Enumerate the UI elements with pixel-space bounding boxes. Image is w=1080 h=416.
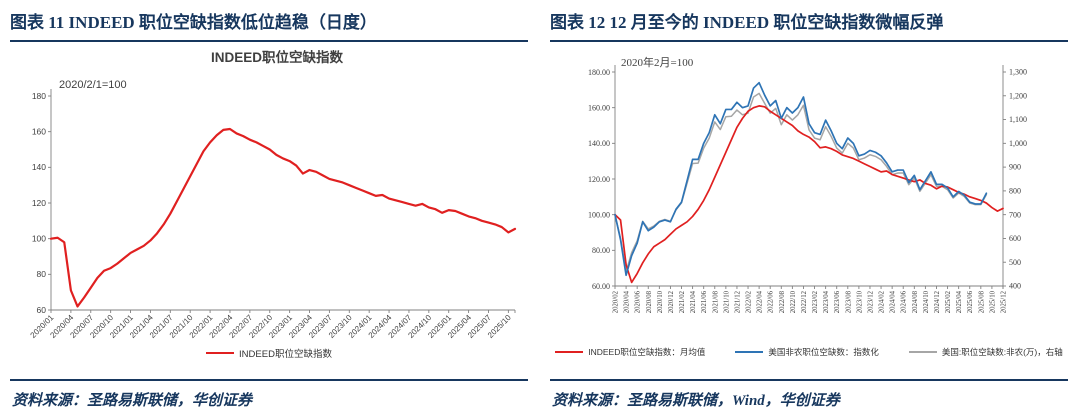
y-tick-label: 60.00 bbox=[592, 282, 610, 291]
chart-title: INDEED职位空缺指数 bbox=[211, 49, 344, 65]
right-y-tick-label: 400 bbox=[1009, 282, 1021, 291]
x-tick-label: 2020/06 bbox=[635, 290, 642, 313]
x-tick-label: 2025/08 bbox=[978, 290, 985, 313]
x-tick-label: 2024/08 bbox=[912, 290, 919, 313]
x-tick-label: 2021/06 bbox=[701, 290, 708, 313]
figure-11-source: 资料来源：圣路易斯联储，华创证券 bbox=[12, 393, 253, 409]
right-y-tick-label: 800 bbox=[1009, 186, 1021, 195]
right-y-tick-label: 1,200 bbox=[1009, 91, 1027, 100]
chart-legend: INDEED职位空缺指数 bbox=[10, 346, 528, 360]
right-y-tick-label: 1,300 bbox=[1009, 68, 1027, 77]
y-tick-label: 160 bbox=[32, 126, 46, 136]
series-line bbox=[49, 127, 517, 308]
caption-divider bbox=[550, 40, 1068, 42]
right-y-tick-label: 1,000 bbox=[1009, 139, 1027, 148]
indeed-daily-index-chart: INDEED职位空缺指数 2020/2/1=100 180 160 140 120 100 8… bbox=[29, 49, 517, 340]
right-y-tick-label: 600 bbox=[1009, 234, 1021, 243]
x-tick-label: 2022/02 bbox=[746, 290, 753, 313]
x-tick-label: 2025/02 bbox=[945, 290, 952, 313]
figure-11-panel: 图表 11 INDEED 职位空缺指数低位趋稳（日度） INDEED职位空缺指数… bbox=[10, 13, 528, 409]
y-tick-label: 180 bbox=[32, 91, 46, 101]
x-tick-label: 2020/04 bbox=[624, 290, 631, 313]
x-tick-label: 2024/12 bbox=[934, 290, 941, 313]
x-tick-label: 2025/06 bbox=[967, 290, 974, 313]
x-tick-label: 2024/02 bbox=[879, 290, 886, 313]
index-base-note: 2020年2月=100 bbox=[621, 55, 694, 69]
x-tick-label: 2025/10 bbox=[989, 290, 996, 313]
legend-line-swatch bbox=[908, 351, 937, 353]
index-base-note: 2020/2/1=100 bbox=[59, 79, 127, 91]
x-tick-label: 2020/08 bbox=[646, 290, 653, 313]
x-tick-label: 2024/04 bbox=[890, 290, 897, 313]
right-y-tick-label: 700 bbox=[1009, 210, 1021, 219]
figure-12-panel: 图表 12 12 月至今的 INDEED 职位空缺指数微幅反弹 2020年2月=… bbox=[540, 0, 1080, 416]
x-tick-label: 2023/10 bbox=[856, 290, 863, 313]
x-tick-label: 2021/12 bbox=[734, 290, 741, 313]
right-y-tick-label: 900 bbox=[1009, 163, 1021, 172]
y-tick-label: 120.00 bbox=[588, 175, 610, 184]
y-tick-label: 80.00 bbox=[592, 246, 610, 255]
x-tick-label: 2023/04 bbox=[823, 290, 830, 313]
figure-12-source: 资料来源：圣路易斯联储，Wind，华创证券 bbox=[552, 393, 840, 409]
legend-item: 美国非农职位空缺数：指数化 bbox=[735, 346, 879, 358]
y-tick-label: 120 bbox=[32, 198, 46, 208]
series-line bbox=[614, 92, 988, 273]
x-tick-label: 2022/08 bbox=[779, 290, 786, 313]
legend-item: 美国:职位空缺数:非农(万)，右轴 bbox=[908, 346, 1063, 358]
series-line bbox=[614, 105, 1004, 284]
figure-11-caption: 图表 11 INDEED 职位空缺指数低位趋稳（日度） bbox=[10, 13, 377, 32]
x-tick-label: 2025/04 bbox=[956, 290, 963, 313]
legend-label: INDEED职位空缺指数：月均值 bbox=[588, 347, 706, 357]
x-tick-label: 2023/08 bbox=[845, 290, 852, 313]
x-tick-label: 2023/06 bbox=[834, 290, 841, 313]
y-tick-label: 100.00 bbox=[588, 210, 610, 219]
x-tick-label: 2020/12 bbox=[668, 290, 675, 313]
y-tick-label: 100 bbox=[32, 233, 46, 243]
legend-label: 美国非农职位空缺数：指数化 bbox=[768, 347, 879, 357]
x-tick-label: 2021/08 bbox=[712, 290, 719, 313]
legend-line-swatch bbox=[206, 352, 235, 354]
y-tick-label: 80 bbox=[37, 269, 47, 279]
x-tick-label: 2021/02 bbox=[679, 290, 686, 313]
x-tick-label: 2025/12 bbox=[1001, 290, 1008, 313]
x-tick-label: 2023/02 bbox=[812, 290, 819, 313]
y-tick-label: 180.00 bbox=[588, 68, 610, 77]
y-tick-label: 60 bbox=[37, 305, 47, 315]
x-tick-label: 2022/04 bbox=[757, 290, 764, 313]
chart-legend: INDEED职位空缺指数：月均值 美国非农职位空缺数：指数化 美国:职位空缺数:非农… bbox=[550, 346, 1068, 358]
x-tick-label: 2024/10 bbox=[923, 290, 930, 313]
series-line bbox=[614, 81, 988, 277]
right-y-tick-label: 1,100 bbox=[1009, 115, 1027, 124]
x-tick-label: 2022/06 bbox=[768, 290, 775, 313]
source-divider bbox=[10, 379, 528, 381]
x-tick-label: 2022/10 bbox=[790, 290, 797, 313]
y-tick-label: 140 bbox=[32, 162, 46, 172]
y-tick-label: 160.00 bbox=[588, 103, 610, 112]
legend-label: INDEED职位空缺指数 bbox=[239, 349, 332, 360]
x-tick-label: 2021/10 bbox=[723, 290, 730, 313]
y-tick-label: 140.00 bbox=[588, 139, 610, 148]
source-divider bbox=[550, 379, 1068, 381]
legend-line-swatch bbox=[555, 351, 584, 353]
legend-item: INDEED职位空缺指数：月均值 bbox=[555, 346, 705, 358]
legend-line-swatch bbox=[735, 351, 764, 353]
indeed-vs-jolts-chart: 2020年2月=100 180.00 160.00 140.00 120.00 100.0… bbox=[588, 55, 1027, 313]
caption-divider bbox=[10, 40, 528, 42]
figure-12-caption: 图表 12 12 月至今的 INDEED 职位空缺指数微幅反弹 bbox=[550, 13, 944, 32]
right-y-tick-label: 500 bbox=[1009, 258, 1021, 267]
legend-item: INDEED职位空缺指数 bbox=[206, 346, 332, 360]
x-tick-label: 2020/02 bbox=[613, 290, 620, 313]
legend-label: 美国:职位空缺数:非农(万)，右轴 bbox=[941, 347, 1063, 357]
x-tick-label: 2022/12 bbox=[801, 290, 808, 313]
x-tick-label: 2023/12 bbox=[867, 290, 874, 313]
x-tick-label: 2021/04 bbox=[690, 290, 697, 313]
x-tick-label: 2020/10 bbox=[657, 290, 664, 313]
x-tick-label: 2024/06 bbox=[901, 290, 908, 313]
